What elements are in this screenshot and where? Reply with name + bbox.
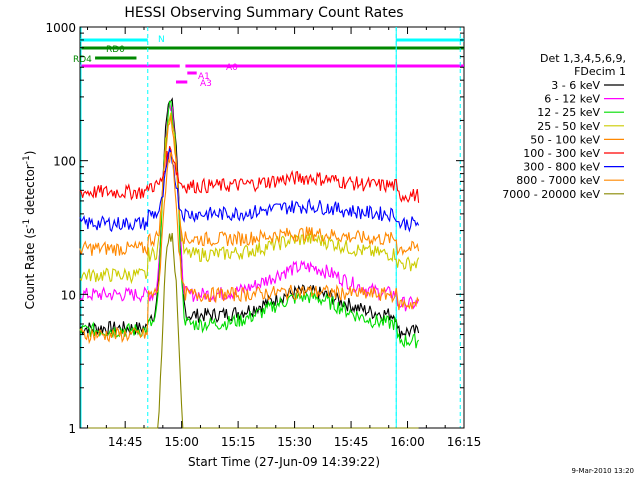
legend-label: 12 - 25 keV [537, 106, 600, 119]
legend-header-line: Det 1,3,4,5,6,9, [540, 52, 626, 65]
flag-label-a1: A1 [198, 72, 210, 82]
series-line-2 [79, 100, 420, 349]
y-tick-label: 100 [53, 155, 76, 169]
x-tick-label: 15:30 [277, 435, 312, 449]
legend-label: 3 - 6 keV [551, 79, 600, 92]
x-axis-label: Start Time (27-Jun-09 14:39:22) [188, 455, 380, 469]
flag-label-rd4: RD4 [73, 55, 92, 65]
series-line-7 [79, 152, 420, 345]
x-tick-label: 16:00 [390, 435, 425, 449]
series-line-8 [80, 232, 419, 429]
y-tick-label: 1000 [45, 21, 76, 35]
y-tick-label: 10 [61, 288, 76, 302]
series-line-3 [79, 112, 420, 285]
x-tick-label: 15:45 [334, 435, 369, 449]
series-layer [79, 97, 420, 429]
flag-label-rd0: RD0 [106, 45, 125, 55]
legend-label: 7000 - 20000 keV [502, 188, 600, 201]
chart-title: HESSI Observing Summary Count Rates [124, 5, 403, 21]
x-tick-label: 15:15 [221, 435, 256, 449]
legend-label: 50 - 100 keV [530, 133, 600, 146]
tick-layer: 14:45 15:00 15:15 15:30 15:45 16:00 16:15 1 10 10… [45, 21, 481, 449]
legend-label: 6 - 12 keV [544, 93, 600, 106]
legend-label: 100 - 300 keV [523, 147, 600, 160]
x-tick-label: 16:15 [447, 435, 482, 449]
legend-label: 800 - 7000 keV [516, 174, 600, 187]
plot-frame [79, 26, 465, 429]
series-line-4 [79, 115, 420, 257]
series-line-6 [79, 147, 420, 233]
x-tick-label: 15:00 [164, 435, 199, 449]
date-stamp: 9-Mar-2010 13:20 [572, 467, 634, 475]
legend-header-line: FDecim 1 [574, 65, 626, 78]
flag-label-a3: A3 [200, 79, 212, 89]
flag-label-a0: A0 [226, 63, 238, 73]
y-tick-label: 1 [68, 422, 76, 436]
series-line-5 [79, 146, 420, 203]
series-line-0 [79, 97, 420, 339]
y-axis-label: Count Rate (s-1 detector-1) [22, 151, 37, 310]
legend-label: 300 - 800 keV [523, 161, 600, 174]
legend-label: 25 - 50 keV [537, 120, 600, 133]
x-tick-label: 14:45 [108, 435, 143, 449]
flag-label-n: N [158, 35, 165, 45]
